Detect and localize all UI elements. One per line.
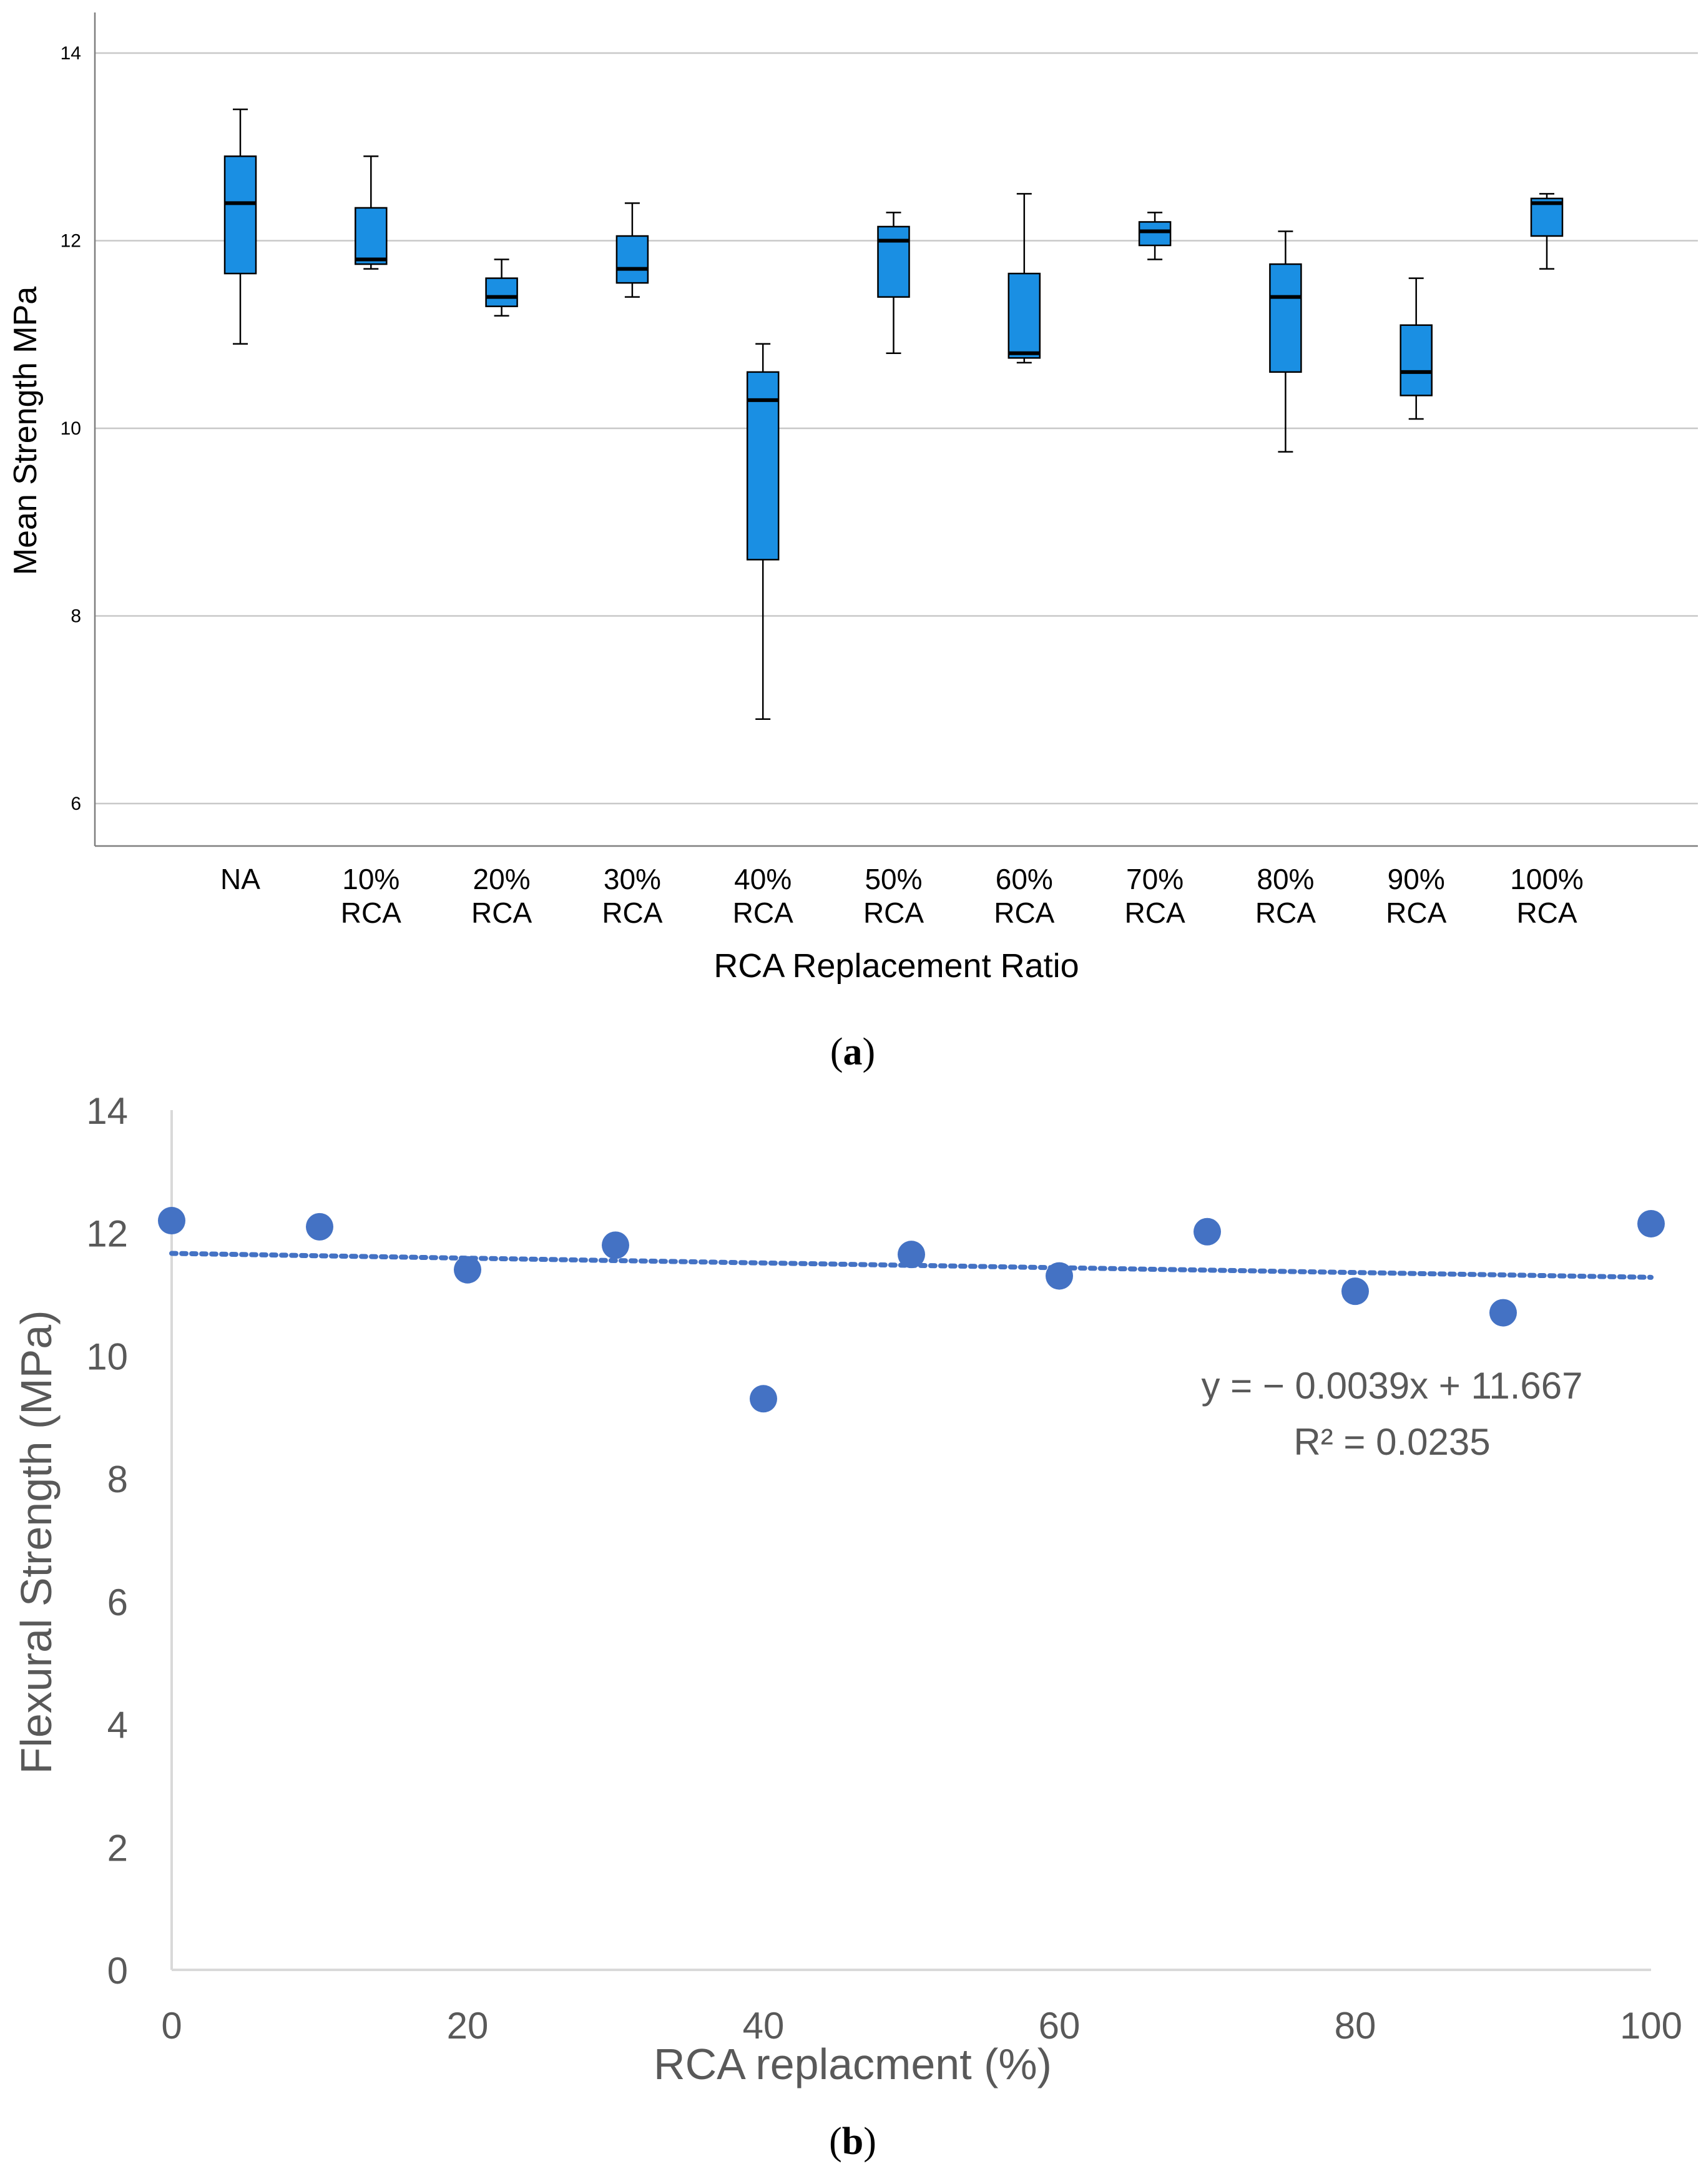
panel-b-y-tick-labels: 0 2 4 6 8 10 12 14 <box>86 1090 128 1992</box>
panel-a-box-group <box>877 212 910 355</box>
panel-a-box <box>1400 324 1433 396</box>
panel-a-box-group <box>1400 277 1433 420</box>
panel-a-box <box>355 207 388 265</box>
panel-b-y-axis-label: Flexural Strength (MPa) <box>12 1310 61 1774</box>
panel-a-box-group <box>746 343 780 721</box>
panel-a-box <box>1269 263 1302 373</box>
panel-a-x-axis-label: RCA Replacement Ratio <box>713 947 1079 985</box>
panel-b-data-point <box>1046 1262 1073 1290</box>
panel-b-y-tick-label: 2 <box>107 1827 128 1869</box>
panel-a-x-tick-label-line2: RCA <box>341 897 401 929</box>
panel-a-x-tick-label-line1: NA <box>220 863 260 895</box>
panel-a-x-tick-label-line2: RCA <box>1516 897 1577 929</box>
panel-a-box-group <box>1269 230 1302 453</box>
panel-b-y-tick-label: 4 <box>107 1704 128 1746</box>
panel-a-y-tick-label: 14 <box>61 43 81 64</box>
panel-a-box <box>223 155 257 275</box>
panel-a-x-tick-label-line2: RCA <box>994 897 1054 929</box>
panel-a-x-tick-label-line1: 50% <box>865 863 922 895</box>
panel-b-x-tick-label: 20 <box>447 2005 489 2047</box>
panel-b-y-tick-label: 10 <box>86 1335 128 1377</box>
panel-a-x-tick-labels: NA 10%RCA20%RCA30%RCA40%RCA50%RCA60%RCA70… <box>220 863 1584 929</box>
panel-a-box <box>877 225 910 298</box>
panel-a-box <box>1007 272 1041 359</box>
panel-a-x-tick-label-line1: 40% <box>734 863 792 895</box>
panel-a-x-tick-label-line2: RCA <box>863 897 924 929</box>
panel-b-data-point <box>158 1207 185 1235</box>
panel-b-trend-equation: y = − 0.0039x + 11.667 <box>1201 1365 1582 1407</box>
panel-a-boxes <box>223 108 1564 721</box>
panel-a-caption: (a) <box>830 1031 875 1073</box>
panel-a-x-tick-label-line1: 30% <box>604 863 661 895</box>
panel-b-points <box>158 1207 1665 1413</box>
panel-b-y-tick-label: 8 <box>107 1458 128 1500</box>
panel-a-x-tick-label-line2: RCA <box>471 897 532 929</box>
panel-a-x-tick-label-line1: 20% <box>473 863 531 895</box>
panel-b-y-tick-label: 14 <box>86 1090 128 1132</box>
panel-b-data-point <box>750 1385 777 1413</box>
panel-b-y-tick-label: 0 <box>107 1950 128 1992</box>
panel-a-y-tick-label: 10 <box>61 418 81 439</box>
panel-b-x-tick-label: 40 <box>743 2005 785 2047</box>
panel-b-caption: (b) <box>829 2120 876 2163</box>
panel-b-r-squared: R² = 0.0235 <box>1293 1421 1490 1463</box>
panel-b-x-tick-labels: 0 20 40 60 80 100 <box>161 2005 1682 2047</box>
panel-a-x-tick-label-line1: 10% <box>342 863 400 895</box>
panel-a-x-tick-label-line2: RCA <box>733 897 793 929</box>
panel-a-box <box>1138 221 1172 247</box>
panel-a-x-tick-label-line2: RCA <box>1255 897 1316 929</box>
panel-b-scatter: 0 2 4 6 8 10 12 14 0 20 40 60 80 100 y = − 0.0039x +… <box>12 1090 1682 2163</box>
panel-a-gridlines <box>95 52 1698 805</box>
panel-a-x-tick-label-line1: 100% <box>1510 863 1584 895</box>
panel-a-box <box>485 277 518 307</box>
panel-a-box <box>615 235 649 284</box>
panel-b-letter: b <box>842 2120 863 2163</box>
panel-b-x-tick-label: 0 <box>161 2005 182 2047</box>
panel-a-box-group <box>1530 193 1564 270</box>
panel-a-y-tick-label: 12 <box>61 231 81 252</box>
panel-b-data-point <box>1194 1217 1221 1246</box>
panel-b-data-point <box>1637 1209 1665 1237</box>
panel-a-y-axis-label: Mean Strength MPa <box>7 287 44 576</box>
panel-a-letter: a <box>843 1031 863 1073</box>
panel-b-axes <box>170 1110 1651 1971</box>
panel-a-x-tick-label-line1: 80% <box>1257 863 1314 895</box>
panel-b-y-tick-label: 12 <box>86 1213 128 1255</box>
panel-a-x-tick-label-line2: RCA <box>602 897 662 929</box>
panel-a-y-tick-label: 6 <box>71 794 81 814</box>
panel-b-x-axis-label: RCA replacment (%) <box>654 2040 1052 2088</box>
panel-a-y-tick-labels: 6 8 10 12 14 <box>61 43 81 814</box>
panel-b-x-tick-label: 60 <box>1039 2005 1081 2047</box>
panel-b-y-tick-label: 6 <box>107 1581 128 1623</box>
panel-b-data-point <box>898 1241 925 1269</box>
panel-a-box-group <box>355 155 388 270</box>
panel-b-x-tick-label: 80 <box>1335 2005 1376 2047</box>
panel-a-box-group <box>1007 193 1041 364</box>
panel-a-x-tick-label-line2: RCA <box>1386 897 1446 929</box>
panel-a-axes <box>94 12 1698 847</box>
panel-a-box-group <box>485 258 518 317</box>
panel-a-x-tick-label-line1: 90% <box>1388 863 1445 895</box>
panel-a-box-group <box>1138 212 1172 260</box>
panel-a-box <box>746 371 780 561</box>
panel-b-data-point <box>454 1256 481 1284</box>
panel-b-data-point <box>602 1231 629 1259</box>
panel-b-data-point <box>1489 1299 1517 1327</box>
panel-b-x-tick-label: 100 <box>1620 2005 1682 2047</box>
panel-a-box-group <box>615 202 649 298</box>
panel-a-x-tick-label-line2: RCA <box>1125 897 1185 929</box>
panel-a-x-tick-label-line1: 70% <box>1126 863 1184 895</box>
panel-a-y-tick-label: 8 <box>71 606 81 627</box>
panel-b-data-point <box>1341 1277 1369 1306</box>
panel-b-data-point <box>306 1213 333 1241</box>
panel-a-x-tick-label-line1: 60% <box>996 863 1053 895</box>
panel-a-box-group <box>223 108 257 345</box>
